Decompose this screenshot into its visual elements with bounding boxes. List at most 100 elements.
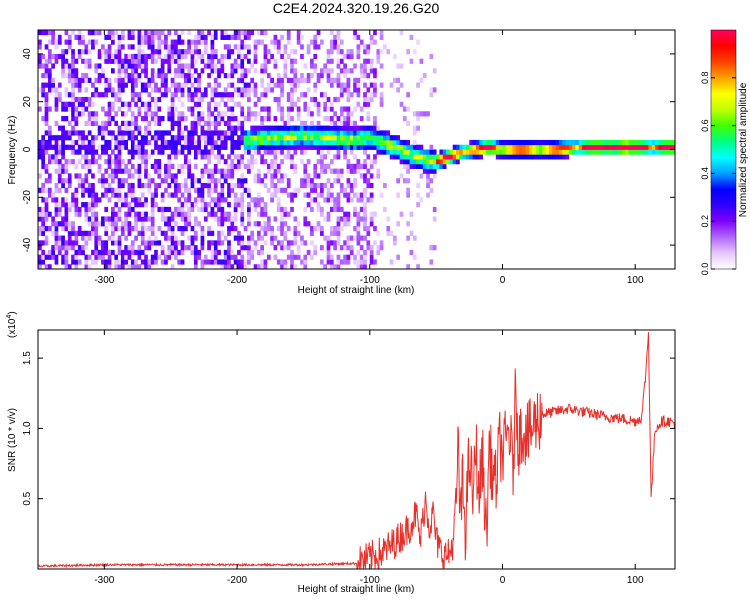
spectrogram-cell <box>160 192 165 198</box>
spectrogram-cell <box>429 163 434 170</box>
spectrogram-cell <box>399 30 404 36</box>
spectrogram-cell <box>326 240 331 246</box>
spectrogram-cell <box>671 139 676 146</box>
spectrogram-cell <box>97 254 102 260</box>
spectrogram-cell <box>84 159 89 165</box>
spectrogram-cell <box>247 245 251 251</box>
spectrogram-cell <box>154 240 158 246</box>
spectrogram-cell <box>243 139 248 146</box>
spectrogram-cell <box>174 120 178 126</box>
spectrogram-cell <box>217 192 221 198</box>
spectrogram-cell <box>270 182 274 189</box>
spectrogram-cell <box>64 63 69 69</box>
spectrogram-cell <box>359 139 364 146</box>
spectrogram-cell <box>167 106 172 112</box>
spectrogram-cell <box>144 39 148 45</box>
spectrogram-cell <box>160 245 165 251</box>
spectrogram-cell <box>210 173 215 179</box>
spectrogram-cell <box>409 154 414 160</box>
x-tick-label: -200 <box>227 275 247 286</box>
spectrogram-cell <box>134 211 138 217</box>
spectrogram-cell <box>157 49 162 55</box>
spectrogram-cell <box>130 249 135 256</box>
spectrogram-cell <box>174 235 178 241</box>
spectrogram-cell <box>419 144 424 150</box>
spectrogram-cell <box>300 53 304 60</box>
spectrogram-cell <box>213 178 218 184</box>
spectrogram-cell <box>356 144 361 150</box>
spectrogram-cell <box>64 259 69 265</box>
spectrogram-cell <box>416 192 420 198</box>
spectrogram-cell <box>207 187 211 193</box>
spectrogram-cell <box>114 96 119 103</box>
spectrogram-cell <box>64 168 69 174</box>
spectrogram-cell <box>220 68 225 74</box>
spectrogram-cell <box>71 230 75 236</box>
spectrogram-cell <box>306 111 311 117</box>
spectrogram-cell <box>130 58 135 64</box>
spectrogram-cell <box>356 230 361 236</box>
spectrogram-cell <box>339 125 344 131</box>
spectrogram-cell <box>130 264 135 270</box>
spectrogram-cell <box>167 144 172 150</box>
spectrogram-cell <box>87 96 92 103</box>
spectrogram-cell <box>442 159 447 165</box>
spectrogram-cell <box>260 206 265 213</box>
spectrogram-cell <box>38 106 42 112</box>
spectrogram-cell <box>333 154 337 160</box>
spectrogram-cell <box>227 92 231 98</box>
spectrogram-cell <box>150 96 155 103</box>
spectrogram-cell <box>475 139 480 146</box>
spectrogram-cell <box>97 30 102 36</box>
spectrogram-cell <box>532 149 537 155</box>
spectrogram-cell <box>117 73 122 79</box>
spectrogram-cell <box>74 240 79 246</box>
spectrogram-cell <box>538 149 543 155</box>
spectrogram-cell <box>545 149 550 155</box>
spectrogram-cell <box>273 254 278 260</box>
spectrogram-cell <box>140 139 145 146</box>
spectrogram-cell <box>316 73 321 79</box>
spectrogram-cell <box>64 245 69 251</box>
spectrogram-cell <box>84 187 89 193</box>
y-tick-label: 20 <box>22 96 33 108</box>
spectrogram-cell <box>187 63 192 69</box>
spectrogram-cell <box>373 39 377 45</box>
spectrogram-cell <box>256 135 261 141</box>
spectrogram-cell <box>97 168 102 174</box>
spectrogram-cell <box>110 30 115 36</box>
spectrogram-cell <box>77 82 82 88</box>
spectrogram-cell <box>71 106 75 112</box>
spectrogram-cell <box>402 106 407 112</box>
spectrogram-cell <box>290 144 294 150</box>
spectrogram-cell <box>114 53 119 60</box>
spectrogram-cell <box>147 216 152 222</box>
spectrogram-cell <box>326 235 331 241</box>
spectrogram-cell <box>87 192 92 198</box>
spectrogram-cell <box>651 144 656 150</box>
spectrogram-cell <box>535 154 540 160</box>
spectrogram-cell <box>94 30 99 36</box>
spectrogram-cell <box>320 225 324 232</box>
spectrogram-cell <box>459 154 464 160</box>
spectrogram-cell <box>114 135 119 141</box>
spectrogram-cell <box>41 221 46 227</box>
spectrogram-cell <box>110 101 115 107</box>
spectrogram-cell <box>174 53 178 60</box>
spectrogram-cell <box>313 144 318 150</box>
spectrogram-cell <box>329 139 334 146</box>
spectrogram-cell <box>117 63 122 69</box>
spectrogram-cell <box>140 68 145 74</box>
spectrogram-cell <box>177 135 182 141</box>
spectrogram-cell <box>263 53 268 60</box>
spectrogram-cell <box>64 197 69 203</box>
spectrogram-cell <box>266 149 271 155</box>
spectrogram-cell <box>150 73 155 79</box>
spectrogram-cell <box>356 92 361 98</box>
spectrogram-cell <box>651 139 656 146</box>
spectrogram-cell <box>416 144 420 150</box>
spectrogram-cell <box>237 182 241 189</box>
spectrogram-cell <box>432 173 437 179</box>
spectrogram-cell <box>456 154 460 160</box>
spectrogram-cell <box>164 187 168 193</box>
